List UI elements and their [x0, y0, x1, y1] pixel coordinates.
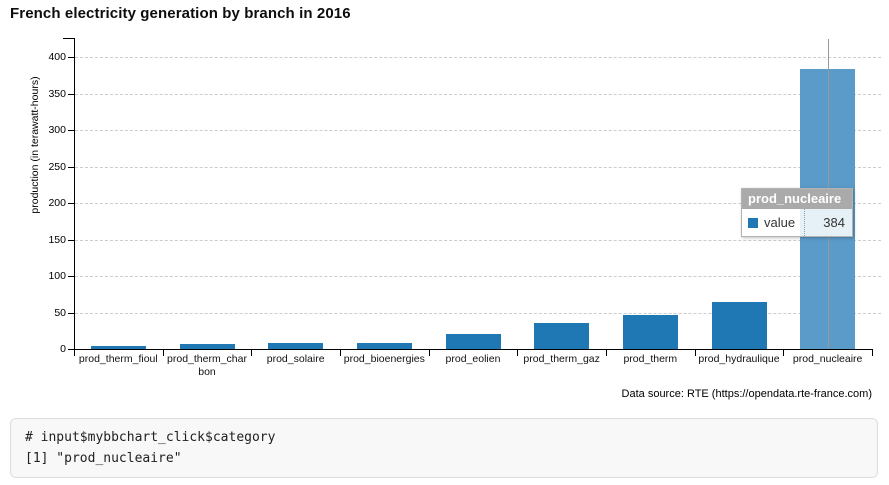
- tooltip-value-row: value 384: [742, 209, 852, 236]
- y-axis-tick: [68, 349, 74, 350]
- gridline-y-50: [75, 312, 881, 314]
- x-axis-tick: [162, 350, 164, 356]
- bar-prod_therm_fioul[interactable]: [90, 346, 146, 349]
- tooltip-series-cell: value: [742, 209, 804, 236]
- y-tick-label-350: 350: [48, 87, 66, 100]
- x-axis-tick: [872, 350, 873, 356]
- console-line-comment: # input$mybbchart_click$category: [25, 430, 276, 445]
- x-category-label-prod_therm_gaz: prod_therm_gaz: [523, 353, 600, 365]
- bar-chart: production (in terawatt-hours) 0 50 100 150…: [29, 38, 881, 378]
- x-category-label-prod_therm_fioul: prod_therm_fioul: [78, 353, 158, 365]
- gridline-y-350: [75, 93, 881, 95]
- gridline-y-150: [75, 239, 881, 241]
- x-category-label-prod_nucleaire: prod_nucleaire: [792, 353, 863, 365]
- x-axis-tick: [74, 350, 75, 356]
- x-axis-tick: [694, 350, 696, 356]
- y-axis-tick: [68, 203, 74, 204]
- gridline-y-300: [75, 130, 881, 131]
- y-axis-tick: [68, 57, 74, 58]
- data-source-note: Data source: RTE (https://opendata.rte-f…: [621, 388, 872, 400]
- bar-prod_therm[interactable]: [622, 315, 678, 349]
- x-axis-tick: [251, 350, 253, 356]
- gridline-y-250: [75, 166, 881, 168]
- y-axis-tick: [68, 166, 74, 168]
- x-axis-tick: [517, 350, 519, 356]
- y-axis-tick: [68, 312, 74, 314]
- y-tick-label-0: 0: [60, 343, 66, 355]
- y-tick-label-300: 300: [48, 124, 66, 136]
- x-category-label-prod_therm_charbon: prod_therm_charbon: [167, 353, 247, 378]
- y-tick-label-400: 400: [48, 51, 66, 63]
- gridline-y-200: [75, 203, 881, 204]
- console-output-block: # input$mybbchart_click$category [1] "pr…: [10, 418, 878, 478]
- tooltip-series-label: value: [764, 215, 796, 230]
- y-tick-label-200: 200: [48, 197, 66, 209]
- x-category-label-prod_therm: prod_therm: [623, 353, 678, 365]
- console-line-result: [1] "prod_nucleaire": [25, 451, 182, 466]
- y-tick-label-50: 50: [54, 306, 66, 319]
- x-category-label-prod_eolien: prod_eolien: [445, 353, 501, 365]
- bar-prod_therm_charbon[interactable]: [179, 343, 235, 349]
- chart-tooltip: prod_nucleaire value 384: [741, 188, 853, 237]
- y-axis-title: production (in terawatt-hours): [29, 76, 41, 214]
- bar-prod_hydraulique[interactable]: [711, 302, 767, 349]
- y-axis-tick: [68, 130, 74, 131]
- y-tick-label-250: 250: [48, 160, 66, 173]
- y-tick-label-150: 150: [48, 233, 66, 246]
- x-axis-tick: [340, 350, 341, 356]
- bar-prod_therm_gaz[interactable]: [534, 323, 590, 349]
- tooltip-value: 384: [804, 209, 852, 236]
- y-axis-tick: [68, 93, 74, 95]
- x-axis-tick: [428, 350, 430, 356]
- y-axis-line: [74, 38, 75, 350]
- bar-prod_bioenergies[interactable]: [356, 342, 412, 349]
- bar-prod_solaire[interactable]: [268, 342, 324, 349]
- x-axis-tick: [606, 350, 607, 356]
- gridline-y-100: [75, 276, 881, 277]
- y-axis-endcap: [63, 38, 74, 39]
- gridline-y-400: [75, 57, 881, 58]
- x-category-label-prod_hydraulique: prod_hydraulique: [698, 353, 780, 365]
- x-axis-line: [74, 349, 873, 350]
- y-axis-tick: [68, 276, 74, 277]
- bar-prod_eolien[interactable]: [445, 333, 501, 349]
- tooltip-category-title: prod_nucleaire: [742, 189, 852, 209]
- x-axis-tick: [783, 350, 785, 356]
- series-color-swatch-icon: [748, 217, 758, 228]
- y-tick-label-100: 100: [48, 270, 66, 282]
- x-category-label-prod_solaire: prod_solaire: [266, 353, 325, 365]
- chart-title: French electricity generation by branch …: [10, 5, 351, 22]
- x-category-label-prod_bioenergies: prod_bioenergies: [343, 353, 425, 365]
- y-axis-tick: [68, 239, 74, 241]
